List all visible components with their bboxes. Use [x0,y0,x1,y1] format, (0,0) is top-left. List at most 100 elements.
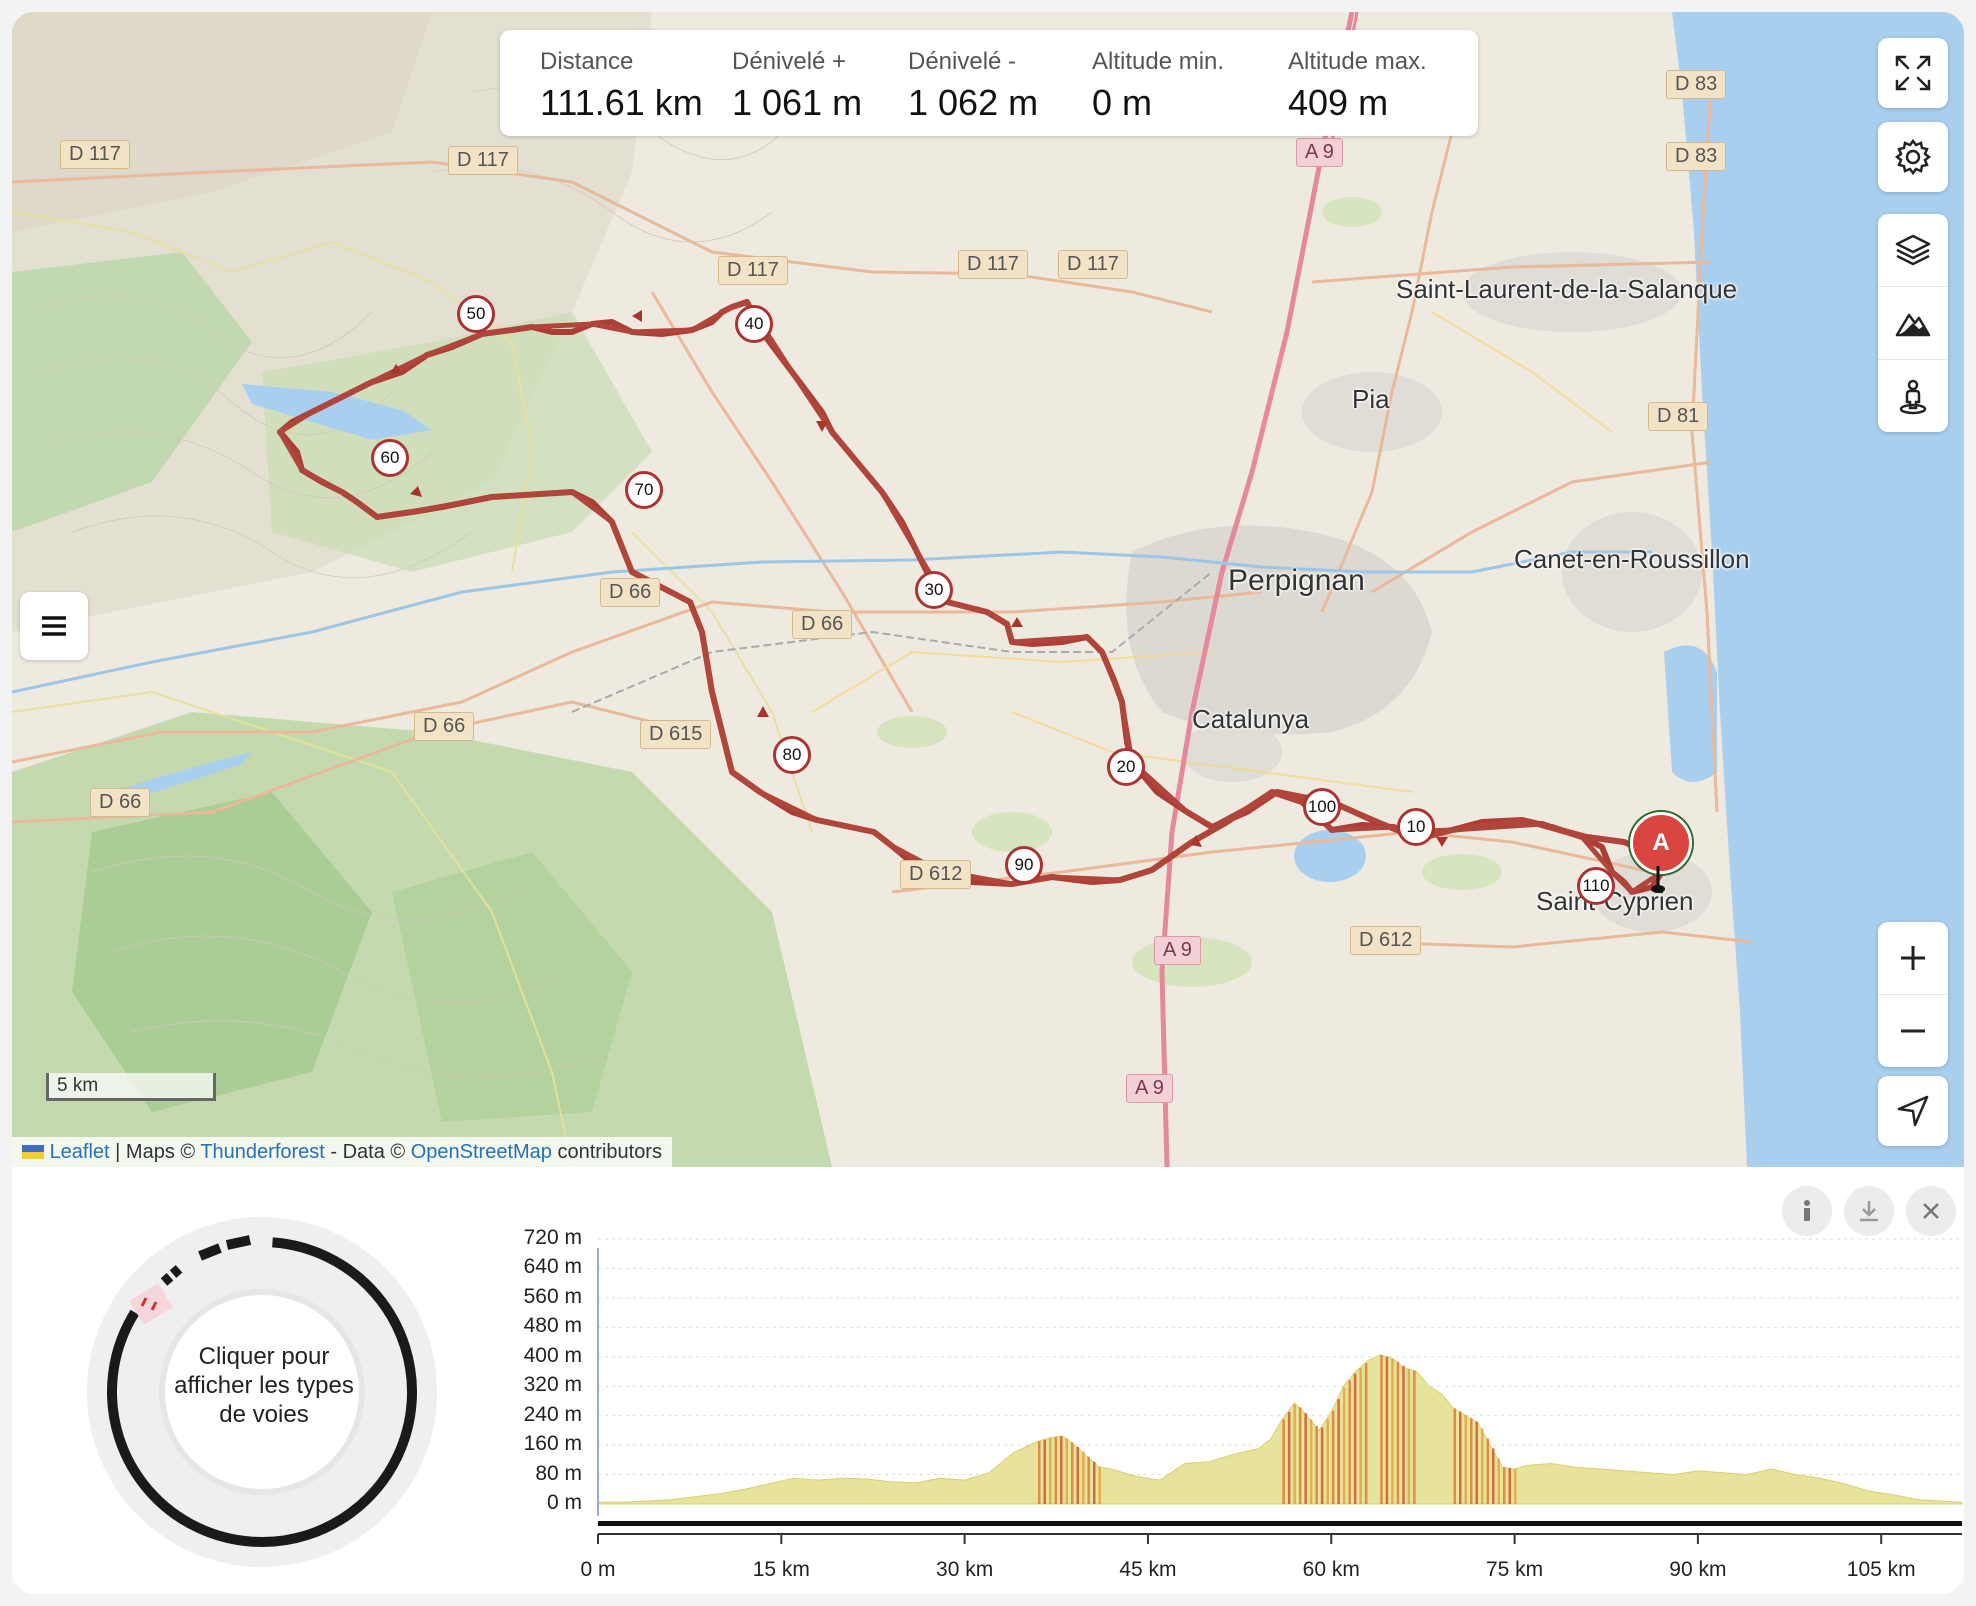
start-marker[interactable]: A [1630,812,1692,874]
zoom-out-button[interactable] [1878,995,1948,1067]
plus-icon [1901,946,1925,970]
steep-segment [1380,1354,1383,1504]
km-marker[interactable]: 60 [371,439,409,477]
road-label: A 9 [1154,936,1201,965]
street-view-button[interactable] [1878,360,1948,432]
road-label: D 117 [958,250,1028,279]
steep-segment [1082,1451,1085,1504]
km-marker[interactable]: 20 [1107,748,1145,786]
attribution-text: contributors [551,1141,662,1163]
place-label: Perpignan [1228,564,1365,597]
road-label: A 9 [1126,1074,1173,1103]
steep-segment [1298,1407,1302,1504]
steep-segment [1503,1467,1506,1504]
road-label: D 81 [1648,402,1709,431]
steep-segment [1049,1438,1052,1504]
minus-icon [1901,1029,1925,1033]
steep-segment [1331,1410,1335,1504]
stat-value: 111.61 km [540,82,703,123]
download-button[interactable] [1844,1186,1894,1236]
y-tick-label: 160 m [523,1432,582,1456]
y-tick-label: 720 m [523,1226,582,1249]
steep-segment [1076,1446,1079,1504]
map-view[interactable]: Perpignan Saint-Laurent-de-la-Salanque P… [12,12,1964,1167]
steep-segment [1396,1361,1400,1504]
app-frame: Perpignan Saint-Laurent-de-la-Salanque P… [12,12,1964,1594]
info-button[interactable] [1782,1186,1832,1236]
y-tick-label: 400 m [523,1343,582,1367]
y-tick-label: 560 m [523,1284,582,1308]
km-marker[interactable]: 110 [1577,867,1615,905]
steep-segment [1486,1438,1489,1504]
steep-segment [1481,1428,1484,1504]
openstreetmap-link[interactable]: OpenStreetMap [410,1141,552,1163]
km-marker[interactable]: 70 [625,471,663,509]
map-attribution: Leaflet | Maps © Thunderforest - Data © … [12,1137,672,1167]
x-tick-label: 75 km [1485,1558,1544,1581]
km-marker[interactable]: 80 [773,736,811,774]
steep-segment [1514,1468,1517,1504]
steep-segment [1353,1373,1357,1504]
steep-segment [1337,1399,1340,1504]
settings-button[interactable] [1878,122,1948,192]
elevation-button[interactable] [1878,287,1948,360]
x-tick-label: 15 km [752,1558,810,1581]
steep-segment [1282,1419,1285,1504]
steep-segment [1043,1439,1046,1504]
close-button[interactable] [1906,1186,1956,1236]
steep-segment [1413,1370,1416,1504]
km-marker[interactable]: 90 [1005,846,1043,884]
steep-segment [1359,1368,1362,1504]
elevation-icon [1895,313,1931,337]
km-marker[interactable]: 30 [915,571,953,609]
stat-label: Dénivelé - [908,48,1017,75]
steep-segment [1320,1427,1324,1504]
settings-icon [1894,138,1932,176]
stat-distance: Distance 111.61 km [540,48,703,124]
road-types-prompt[interactable]: Cliquer pour afficher les types de voies [174,1343,354,1428]
steep-segment [1459,1411,1462,1504]
fullscreen-button[interactable] [1878,38,1948,108]
thunderforest-link[interactable]: Thunderforest [200,1141,325,1163]
steep-segment [1060,1436,1063,1504]
scale-bar: 5 km [46,1073,216,1101]
download-icon [1860,1201,1878,1222]
km-marker[interactable]: 40 [735,305,773,343]
elevation-profile-chart[interactable] [12,12,1964,1594]
y-tick-label: 80 m [535,1461,582,1485]
steep-segment [1065,1438,1068,1504]
steep-segment [1315,1426,1318,1504]
stat-altitude-min: Altitude min. 0 m [1092,48,1224,124]
stat-altitude-max: Altitude max. 409 m [1288,48,1427,124]
steep-segment [1087,1456,1090,1504]
elevation-area [597,1354,1963,1505]
layers-button[interactable] [1878,214,1948,287]
zoom-in-button[interactable] [1878,922,1948,995]
steep-segment [1054,1437,1057,1504]
steep-segment [1402,1366,1405,1504]
stat-label: Dénivelé + [732,48,847,75]
x-tick-label: 0 m [580,1558,616,1581]
stat-elevation-gain: Dénivelé + 1 061 m [732,48,862,124]
x-tick-label: 30 km [936,1558,994,1581]
place-label: Pia [1352,384,1390,414]
km-marker[interactable]: 100 [1303,788,1341,826]
km-marker[interactable]: 10 [1397,808,1435,846]
road-types-donut[interactable] [72,1202,452,1582]
road-type-bar [598,1521,1962,1526]
locate-button[interactable] [1878,1076,1948,1146]
km-marker[interactable]: 50 [457,295,495,333]
y-tick-label: 640 m [523,1255,582,1279]
steep-segment [1348,1380,1351,1504]
leaflet-link[interactable]: Leaflet [49,1141,110,1163]
road-label: D 66 [600,578,661,607]
fullscreen-icon [1895,55,1931,91]
y-tick-label: 0 m [546,1491,582,1514]
attribution-text: | Maps © [109,1141,201,1163]
road-label: D 117 [718,256,788,285]
menu-button[interactable] [20,592,88,660]
place-label: Saint-Cyprien [1536,886,1694,916]
x-tick-label: 105 km [1846,1558,1916,1581]
road-label: D 117 [1058,250,1128,279]
place-label: Saint-Laurent-de-la-Salanque [1396,274,1738,304]
